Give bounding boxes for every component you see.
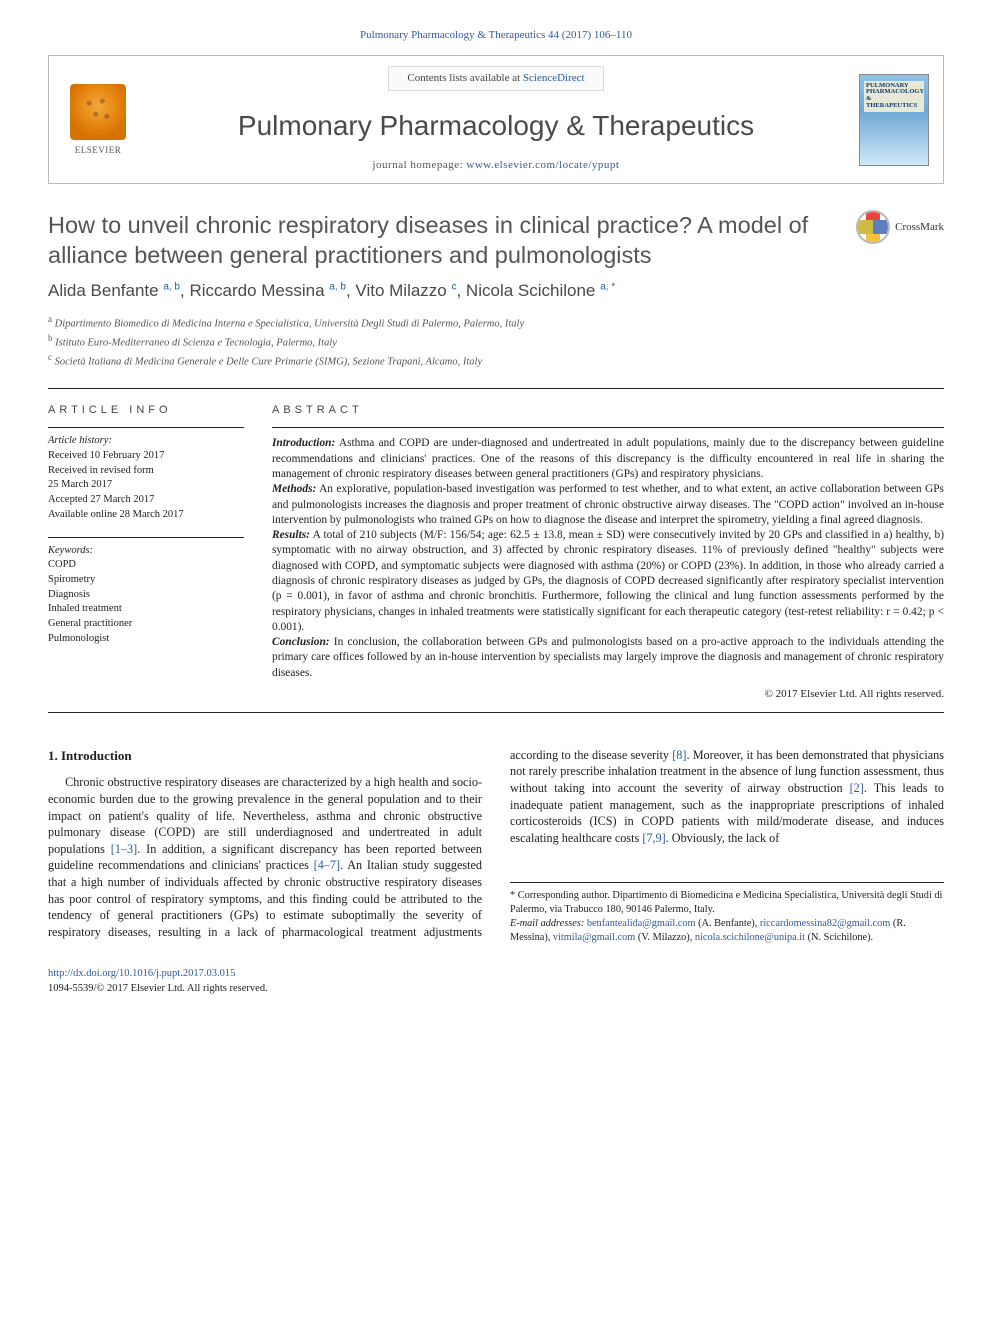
email-link[interactable]: benfantealida@gmail.com: [587, 918, 696, 929]
keyword-line: Diagnosis: [48, 588, 244, 603]
citation-link[interactable]: [8]: [672, 748, 686, 762]
sciencedirect-link[interactable]: ScienceDirect: [523, 72, 585, 84]
keyword-line: COPD: [48, 558, 244, 573]
cover-title: PULMONARY PHARMACOLOGY & THERAPEUTICS: [864, 81, 924, 112]
email-addresses-line: E-mail addresses: benfantealida@gmail.co…: [510, 917, 944, 945]
issn-copyright: 1094-5539/© 2017 Elsevier Ltd. All right…: [48, 983, 268, 994]
elsevier-logo: ELSEVIER: [63, 81, 133, 159]
doi-link[interactable]: http://dx.doi.org/10.1016/j.pupt.2017.03…: [48, 968, 235, 979]
email-who: (N. Scichilone).: [805, 932, 873, 943]
journal-cover-thumb: PULMONARY PHARMACOLOGY & THERAPEUTICS: [859, 74, 929, 166]
affiliations: a Dipartimento Biomedico di Medicina Int…: [48, 313, 944, 369]
header-citation: Pulmonary Pharmacology & Therapeutics 44…: [48, 28, 944, 43]
keywords-label: Keywords:: [48, 544, 244, 559]
citation-link[interactable]: [4–7]: [314, 858, 340, 872]
body-text: . In addition, a significant discrepancy: [137, 842, 338, 856]
journal-banner: ELSEVIER Contents lists available at Sci…: [48, 55, 944, 184]
citation-link[interactable]: [7,9]: [642, 831, 665, 845]
history-line: Received 10 February 2017: [48, 449, 244, 464]
contents-line: Contents lists available at ScienceDirec…: [388, 66, 603, 91]
affiliation-line: a Dipartimento Biomedico di Medicina Int…: [48, 313, 944, 332]
abstract-copyright: © 2017 Elsevier Ltd. All rights reserved…: [272, 687, 944, 702]
abstract-heading: ABSTRACT: [272, 403, 944, 418]
homepage-link[interactable]: www.elsevier.com/locate/ypupt: [466, 159, 619, 171]
banner-center: Contents lists available at ScienceDirec…: [149, 66, 843, 173]
email-label: E-mail addresses:: [510, 918, 584, 929]
keyword-line: Inhaled treatment: [48, 602, 244, 617]
body-columns: 1. Introduction Chronic obstructive resp…: [48, 747, 944, 945]
intro-label: Introduction:: [272, 437, 335, 449]
affiliation-line: c Società Italiana di Medicina Generale …: [48, 351, 944, 370]
section-1-heading: 1. Introduction: [48, 747, 482, 765]
info-abstract-row: ARTICLE INFO Article history: Received 1…: [48, 389, 944, 712]
email-link[interactable]: nicola.scichilone@unipa.it: [695, 932, 805, 943]
abstract-conclusion: In conclusion, the collaboration between…: [272, 636, 944, 679]
abstract-methods: An explorative, population-based investi…: [272, 483, 944, 526]
methods-label: Methods:: [272, 483, 316, 495]
corresponding-author: * Corresponding author. Dipartimento di …: [510, 889, 944, 917]
elsevier-tree-icon: [70, 84, 126, 140]
journal-name: Pulmonary Pharmacology & Therapeutics: [149, 107, 843, 145]
homepage-prefix: journal homepage:: [372, 159, 466, 171]
history-line: Received in revised form: [48, 464, 244, 479]
body-text: . Obviously, the lack of: [666, 831, 780, 845]
conclusion-label: Conclusion:: [272, 636, 330, 648]
history-line: Available online 28 March 2017: [48, 508, 244, 523]
email-link[interactable]: riccardomessina82@gmail.com: [760, 918, 890, 929]
contents-prefix: Contents lists available at: [407, 72, 522, 84]
history-label: Article history:: [48, 434, 244, 449]
email-who: (A. Benfante),: [696, 918, 760, 929]
citation-link[interactable]: [2]: [850, 781, 864, 795]
rule-bottom: [48, 712, 944, 713]
results-label: Results:: [272, 529, 310, 541]
abstract-body: Introduction: Asthma and COPD are under-…: [272, 436, 944, 681]
keyword-line: General practitioner: [48, 617, 244, 632]
keywords-block: Keywords: COPDSpirometryDiagnosisInhaled…: [48, 537, 244, 647]
author-list: Alida Benfante a, b, Riccardo Messina a,…: [48, 280, 944, 303]
article-title: How to unveil chronic respiratory diseas…: [48, 210, 838, 270]
keyword-line: Spirometry: [48, 573, 244, 588]
crossmark-widget[interactable]: CrossMark: [856, 210, 944, 244]
article-info-column: ARTICLE INFO Article history: Received 1…: [48, 403, 244, 702]
homepage-line: journal homepage: www.elsevier.com/locat…: [149, 158, 843, 173]
abstract-results: A total of 210 subjects (M/F: 156/54; ag…: [272, 529, 944, 633]
elsevier-wordmark: ELSEVIER: [75, 144, 122, 156]
article-info-heading: ARTICLE INFO: [48, 403, 244, 418]
keyword-line: Pulmonologist: [48, 632, 244, 647]
email-link[interactable]: vitmila@gmail.com: [553, 932, 635, 943]
abstract-rule: [272, 427, 944, 428]
abstract-column: ABSTRACT Introduction: Asthma and COPD a…: [272, 403, 944, 702]
crossmark-icon: [856, 210, 890, 244]
history-line: 25 March 2017: [48, 478, 244, 493]
article-history-block: Article history: Received 10 February 20…: [48, 427, 244, 522]
history-line: Accepted 27 March 2017: [48, 493, 244, 508]
abstract-intro: Asthma and COPD are under-diagnosed and …: [272, 437, 944, 480]
footnote-block: * Corresponding author. Dipartimento di …: [510, 882, 944, 945]
email-who: (V. Milazzo),: [635, 932, 695, 943]
citation-link[interactable]: [1–3]: [111, 842, 137, 856]
crossmark-label: CrossMark: [895, 220, 944, 235]
page-footer: http://dx.doi.org/10.1016/j.pupt.2017.03…: [48, 967, 944, 996]
affiliation-line: b Istituto Euro-Mediterraneo di Scienza …: [48, 332, 944, 351]
